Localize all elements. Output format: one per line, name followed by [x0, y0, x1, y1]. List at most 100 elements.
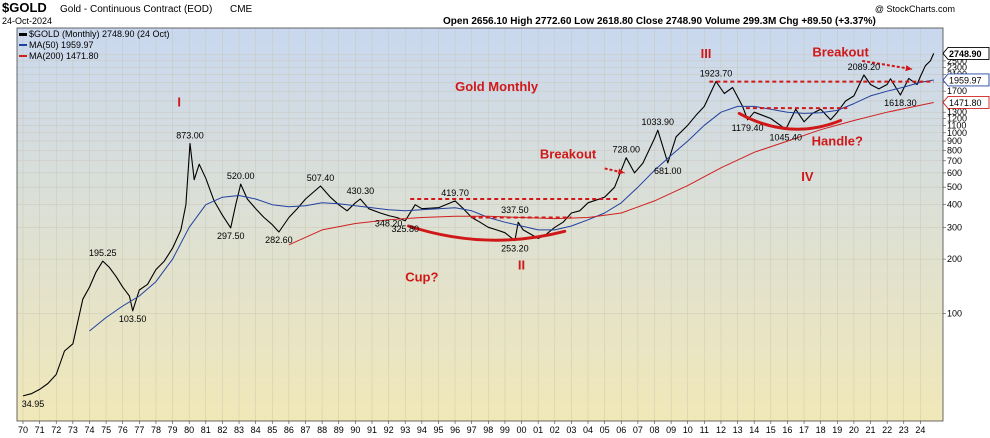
x-tick-label: 88 [317, 425, 327, 435]
x-tick-label: 75 [101, 425, 111, 435]
y-tick-label: 1200 [947, 113, 967, 123]
x-tick-label: 74 [84, 425, 94, 435]
x-tick-label: 20 [849, 425, 859, 435]
x-tick-label: 99 [500, 425, 510, 435]
x-tick-label: 04 [583, 425, 593, 435]
chart-symbol: $GOLD [2, 0, 47, 15]
price-value-label: 520.00 [227, 171, 255, 181]
x-tick-label: 92 [384, 425, 394, 435]
pattern-arc [407, 224, 567, 242]
x-tick-label: 95 [433, 425, 443, 435]
x-tick-label: 97 [467, 425, 477, 435]
price-tag-dark: 2748.90 [942, 46, 990, 60]
x-tick-label: 73 [68, 425, 78, 435]
x-tick-label: 02 [550, 425, 560, 435]
y-tick-label: 200 [947, 254, 962, 264]
x-tick-label: 13 [733, 425, 743, 435]
y-tick-label: 400 [947, 200, 962, 210]
x-tick-label: 93 [400, 425, 410, 435]
price-value-label: 873.00 [176, 130, 204, 140]
annotation-layer: Gold Monthly Cup? Handle? Breakout Breakout I… [177, 44, 934, 285]
chart-annotation: Gold Monthly [455, 79, 539, 94]
x-tick-label: 01 [533, 425, 543, 435]
x-tick-label: 05 [600, 425, 610, 435]
x-tick-label: 12 [716, 425, 726, 435]
x-tick-label: 07 [633, 425, 643, 435]
breakout-arrow [604, 167, 625, 175]
price-value-label: 297.50 [217, 231, 245, 241]
price-value-label: 34.95 [22, 399, 45, 409]
series-line-ma200 [288, 102, 934, 246]
gridlines [17, 28, 943, 421]
x-tick-label: 11 [700, 425, 709, 435]
price-value-label: 728.00 [612, 145, 640, 155]
x-tick-label: 85 [267, 425, 277, 435]
chart-annotation: Handle? [812, 134, 863, 149]
y-tick-label: 2300 [947, 62, 967, 72]
price-value-label: 348.20 [375, 219, 403, 229]
y-tick-label: 1100 [947, 120, 966, 130]
plot-background [17, 28, 943, 421]
x-tick-label: 18 [816, 425, 826, 435]
price-value-label: 2089.20 [848, 62, 881, 72]
series-line-ma50 [89, 79, 934, 332]
legend-swatch-ma200 [19, 55, 27, 57]
y-tick-label: 100 [947, 309, 962, 319]
series-layer [22, 53, 935, 397]
price-value-label: 1033.90 [642, 117, 675, 127]
legend-swatch-price [19, 33, 27, 36]
y-tick-label: 2500 [947, 56, 967, 66]
x-tick-label: 06 [616, 425, 626, 435]
price-value-label: 282.60 [265, 235, 293, 245]
y-tick-label: 1300 [947, 107, 967, 117]
chart-annotation: Cup? [405, 270, 438, 285]
chart-annotation: III [701, 46, 712, 61]
x-tick-label: 78 [151, 425, 161, 435]
x-tick-label: 17 [799, 425, 809, 435]
x-tick-label: 08 [649, 425, 659, 435]
chart-title: Gold - Continuous Contract (EOD) [60, 4, 212, 15]
x-tick-label: 77 [134, 425, 144, 435]
x-tick-label: 98 [483, 425, 493, 435]
x-tick-label: 96 [450, 425, 460, 435]
legend-swatch-ma50 [19, 44, 27, 46]
chart-date: 24-Oct-2024 [2, 16, 52, 26]
price-value-label: 507.40 [307, 173, 335, 183]
ohlc-readout: Open 2656.10 High 2772.60 Low 2618.80 Cl… [443, 16, 876, 27]
x-tick-label: 83 [234, 425, 244, 435]
chart-annotation: II [518, 258, 525, 273]
y-tick-label: 900 [947, 136, 962, 146]
y-tick-label: 1700 [947, 86, 967, 96]
price-value-label: 195.25 [89, 248, 117, 258]
price-value-label: 1618.30 [884, 98, 917, 108]
y-tick-label: 1000 [947, 128, 967, 138]
x-tick-label: 24 [915, 425, 925, 435]
y-tick-label: 800 [947, 145, 962, 155]
x-tick-label: 89 [334, 425, 344, 435]
x-tick-label: 70 [18, 425, 28, 435]
x-tick-label: 94 [417, 425, 427, 435]
price-value-label: 325.80 [391, 224, 419, 234]
legend-price: $GOLD (Monthly) 2748.90 (24 Oct) [29, 29, 170, 39]
x-tick-label: 03 [566, 425, 576, 435]
legend-ma200: MA(200) 1471.80 [29, 51, 99, 61]
price-value-label: 1923.70 [700, 68, 733, 78]
x-tick-label: 22 [882, 425, 892, 435]
price-value-label: 419.70 [441, 188, 469, 198]
x-tick-label: 80 [184, 425, 194, 435]
legend: $GOLD (Monthly) 2748.90 (24 Oct) MA(50) … [19, 29, 170, 61]
chart-annotation: Breakout [540, 147, 597, 162]
y-tick-label: 300 [947, 222, 962, 232]
x-tick-label: 00 [517, 425, 527, 435]
y-tick-label: 500 [947, 182, 962, 192]
pattern-arc [737, 111, 843, 131]
x-axis: 70 71 72 73 74 75 76 77 78 79 80 81 82 83 84 85 86 87 88 89… [18, 421, 925, 435]
x-tick-label: 72 [51, 425, 61, 435]
price-tags: 2748.90 1959.97 1471.80 [942, 46, 990, 109]
x-tick-label: 23 [899, 425, 909, 435]
breakout-arrow [862, 59, 913, 72]
price-value-label: 1045.40 [770, 132, 803, 142]
y-tick-label: 700 [947, 156, 962, 166]
